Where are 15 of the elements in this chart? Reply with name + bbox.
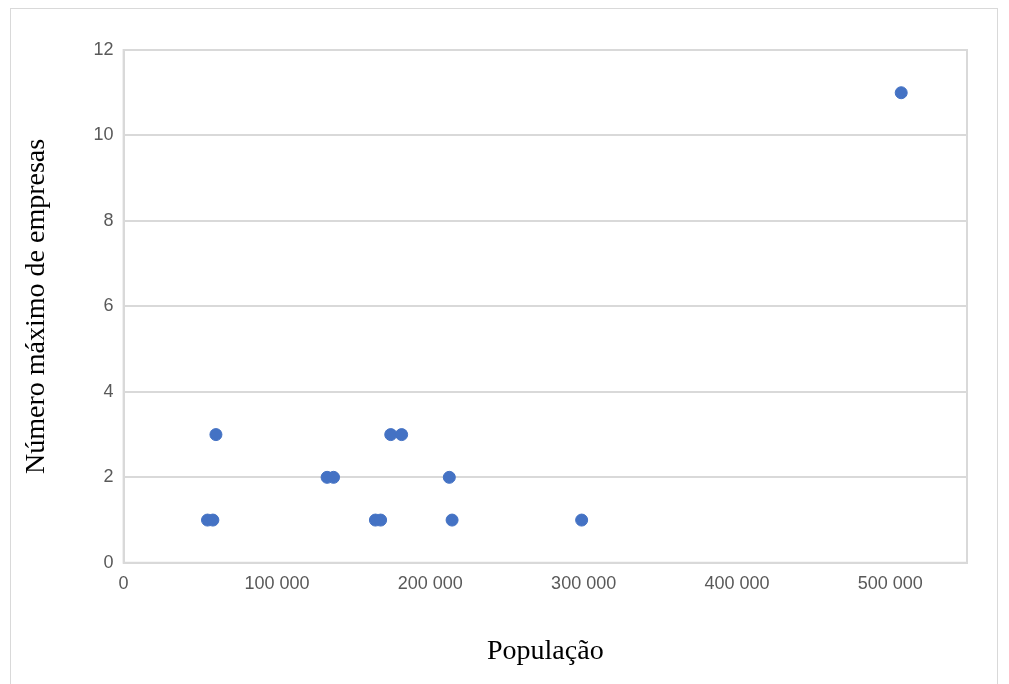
y-tick-label: 4 [103,380,114,401]
y-tick-label: 6 [103,295,114,316]
y-tick-label: 12 [93,38,114,59]
x-tick-label: 100 000 [244,572,310,593]
y-tick-label: 2 [103,466,114,487]
x-tick-label: 500 000 [857,572,923,593]
x-tick-label: 200 000 [397,572,463,593]
x-tick-label: 400 000 [704,572,770,593]
x-tick-label: 300 000 [551,572,617,593]
y-tick-label: 8 [103,209,114,230]
y-tick-label: 10 [93,124,114,145]
x-tick-label: 0 [118,572,129,593]
y-tick-label: 0 [103,551,114,572]
y-axis-title: Número máximo de empresas [19,138,51,474]
x-axis-title: População [486,633,604,665]
